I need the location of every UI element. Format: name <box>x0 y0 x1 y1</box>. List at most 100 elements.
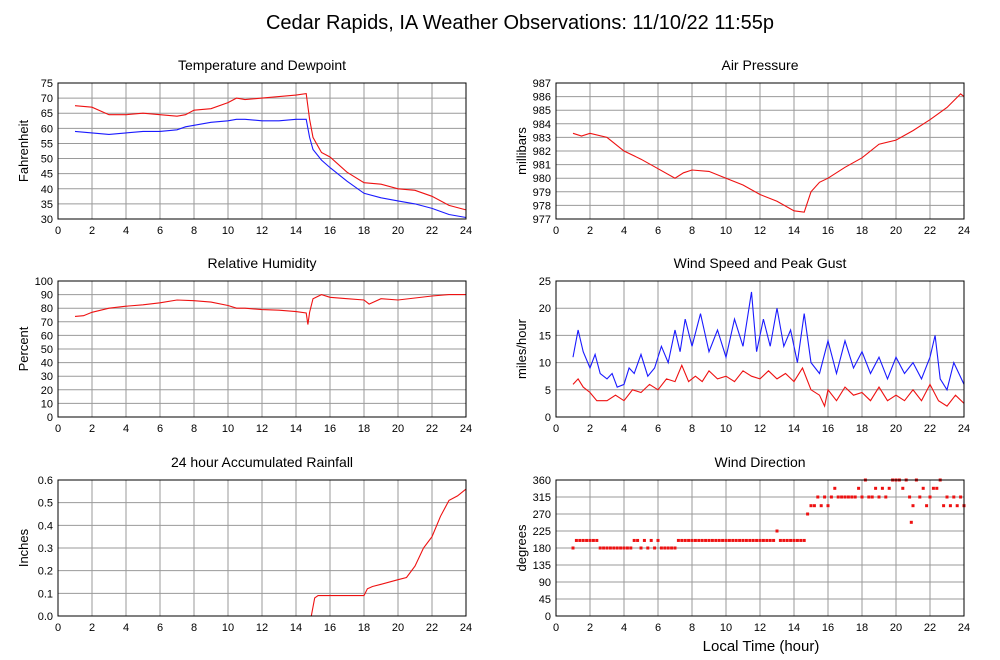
x-tick-label: 8 <box>689 423 695 435</box>
wind-direction-point <box>925 504 929 508</box>
x-tick-label: 6 <box>157 622 163 634</box>
x-tick-label: 8 <box>689 225 695 237</box>
y-tick-label: 80 <box>41 303 53 315</box>
wind-direction-point <box>826 504 830 508</box>
wind-direction-point <box>714 538 718 542</box>
x-tick-label: 0 <box>55 423 61 435</box>
wind-direction-point <box>850 495 854 499</box>
y-tick-label: 0.3 <box>38 543 53 555</box>
x-tick-label: 6 <box>655 423 661 435</box>
wind-direction-point <box>884 495 888 499</box>
wind-direction-point <box>690 538 694 542</box>
x-tick-label: 12 <box>256 225 268 237</box>
wind-direction-point <box>680 538 684 542</box>
wind-direction-point <box>602 546 606 550</box>
x-tick-label: 10 <box>720 622 732 634</box>
y-tick-label: 10 <box>41 398 53 410</box>
wind-direction-point <box>935 486 939 490</box>
wind-direction-point <box>646 546 650 550</box>
x-tick-label: 0 <box>553 225 559 237</box>
y-tick-label: 987 <box>533 78 551 90</box>
x-axis-label: Local Time (hour) <box>703 638 820 655</box>
x-tick-label: 18 <box>856 225 868 237</box>
x-tick-label: 2 <box>89 423 95 435</box>
wind-direction-point <box>656 538 660 542</box>
y-tick-label: 55 <box>41 138 53 150</box>
wind-direction-point <box>670 546 674 550</box>
wind-direction-point <box>741 538 745 542</box>
y-tick-label: 983 <box>533 132 551 144</box>
x-tick-label: 8 <box>191 423 197 435</box>
x-tick-label: 2 <box>89 622 95 634</box>
y-tick-label: 30 <box>41 371 53 383</box>
x-tick-label: 20 <box>392 423 404 435</box>
y-tick-label: 0 <box>545 611 551 623</box>
x-tick-label: 20 <box>392 622 404 634</box>
wind-direction-point <box>792 538 796 542</box>
y-tick-label: 60 <box>41 330 53 342</box>
chart-panel: 0 2 4 6 8 10 12 14 16 18 20 22 240.00.10.20.30.40.50… <box>16 454 472 634</box>
wind-direction-point <box>738 538 742 542</box>
plot-frame <box>555 280 965 418</box>
x-tick-label: 12 <box>256 423 268 435</box>
x-tick-label: 22 <box>924 622 936 634</box>
wind-direction-point <box>765 538 769 542</box>
x-tick-label: 20 <box>890 225 902 237</box>
x-tick-label: 2 <box>89 225 95 237</box>
wind-direction-point <box>846 495 850 499</box>
x-tick-label: 22 <box>924 225 936 237</box>
x-tick-label: 10 <box>720 423 732 435</box>
x-tick-label: 12 <box>754 423 766 435</box>
plot-frame <box>57 82 467 220</box>
wind-direction-point <box>673 546 677 550</box>
x-tick-label: 24 <box>958 225 970 237</box>
x-tick-label: 22 <box>426 225 438 237</box>
wind-direction-point <box>663 546 667 550</box>
chart-panel: 0 2 4 6 8 10 12 14 16 18 20 22 240102030405060708090… <box>16 255 472 435</box>
wind-direction-point <box>942 504 946 508</box>
x-tick-label: 14 <box>290 423 302 435</box>
wind-direction-point <box>615 546 619 550</box>
wind-direction-point <box>751 538 755 542</box>
chart-panel: 0 2 4 6 8 10 12 14 16 18 20 22 243035404550556065707… <box>16 57 472 237</box>
y-tick-label: 30 <box>41 214 53 226</box>
wind-direction-point <box>901 486 905 490</box>
y-tick-label: 0.1 <box>38 588 53 600</box>
x-tick-label: 18 <box>358 622 370 634</box>
x-tick-label: 4 <box>123 225 129 237</box>
wind-direction-point <box>775 529 779 533</box>
x-tick-label: 24 <box>460 622 472 634</box>
wind-direction-point <box>908 495 912 499</box>
y-tick-label: 360 <box>533 475 551 487</box>
x-tick-label: 8 <box>689 622 695 634</box>
series-line <box>74 92 467 211</box>
y-tick-label: 90 <box>41 290 53 302</box>
wind-direction-point <box>945 495 949 499</box>
chart-panels: 0 2 4 6 8 10 12 14 16 18 20 22 243035404550556065707… <box>16 57 970 634</box>
y-tick-label: 50 <box>41 154 53 166</box>
panel-title: Wind Direction <box>714 454 805 470</box>
panel-title: Temperature and Dewpoint <box>178 57 346 73</box>
wind-direction-point <box>710 538 714 542</box>
wind-direction-point <box>622 546 626 550</box>
wind-direction-point <box>574 538 578 542</box>
x-tick-label: 4 <box>123 423 129 435</box>
wind-direction-point <box>721 538 725 542</box>
wind-direction-point <box>857 486 861 490</box>
x-tick-label: 4 <box>123 622 129 634</box>
x-tick-label: 0 <box>55 225 61 237</box>
wind-direction-point <box>840 495 844 499</box>
wind-direction-point <box>700 538 704 542</box>
y-axis-label: Fahrenheit <box>16 120 31 183</box>
wind-direction-point <box>789 538 793 542</box>
wind-direction-point <box>843 495 847 499</box>
y-axis-label: millibars <box>514 127 529 175</box>
wind-direction-point <box>571 546 575 550</box>
y-tick-label: 75 <box>41 78 53 90</box>
wind-direction-point <box>911 504 915 508</box>
wind-direction-point <box>785 538 789 542</box>
wind-direction-point <box>819 504 823 508</box>
wind-direction-point <box>649 538 653 542</box>
y-tick-label: 45 <box>41 169 53 181</box>
y-tick-label: 70 <box>41 93 53 105</box>
